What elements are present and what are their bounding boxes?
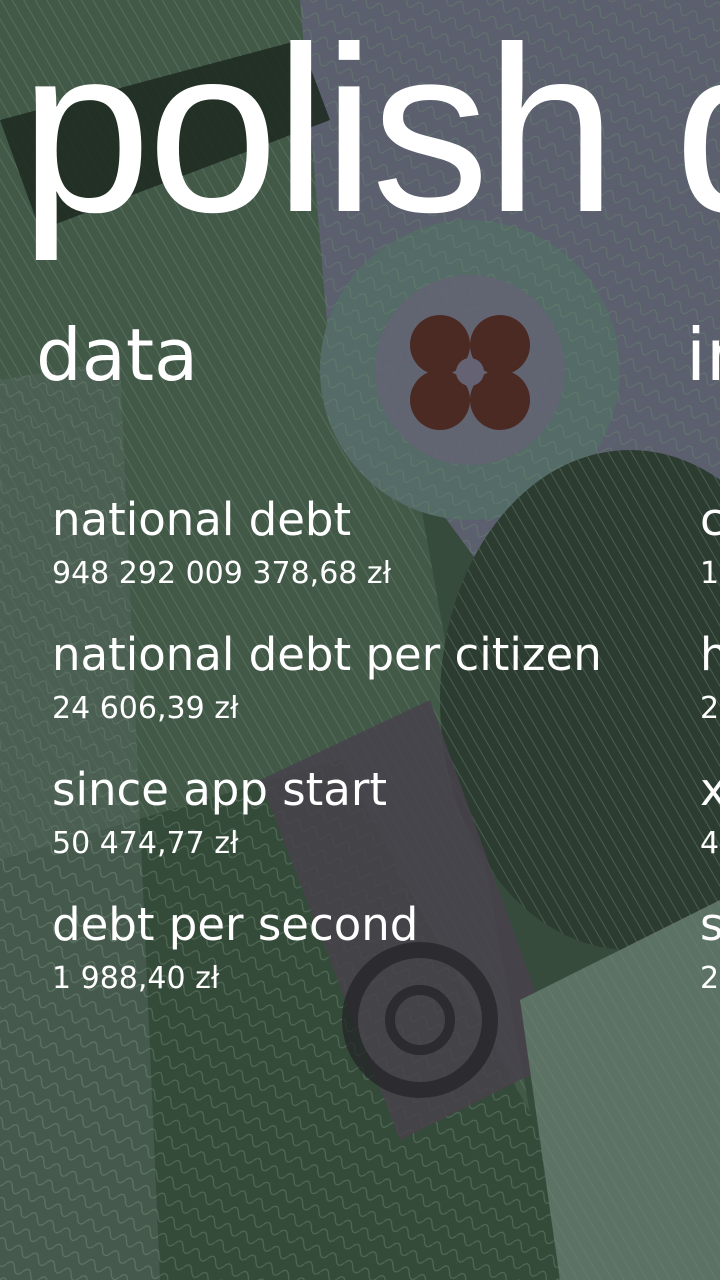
item-value: 1	[700, 556, 720, 591]
list-item-national-debt[interactable]: national debt 948 292 009 378,68 zł	[52, 490, 391, 594]
item-value: 50 474,77 zł	[52, 826, 239, 861]
section-header-data[interactable]: data	[36, 313, 199, 397]
item-value: 2	[700, 961, 720, 996]
item-title: x	[700, 763, 720, 816]
list-item-since-app-start[interactable]: since app start 50 474,77 zł	[52, 760, 387, 864]
list-item[interactable]: h 2	[700, 625, 720, 729]
item-title: c	[700, 493, 720, 546]
list-item[interactable]: c 1	[700, 490, 720, 594]
list-item-debt-per-second[interactable]: debt per second 1 988,40 zł	[52, 895, 418, 999]
item-value: 4	[700, 826, 720, 861]
item-title: national debt per citizen	[52, 628, 602, 681]
item-title: national debt	[52, 493, 352, 546]
panorama-title: polish d	[20, 0, 720, 262]
item-value: 948 292 009 378,68 zł	[52, 556, 392, 591]
item-value: 1 988,40 zł	[52, 961, 220, 996]
item-value: 2	[700, 691, 720, 726]
list-item[interactable]: s 2	[700, 895, 720, 999]
section-header-next[interactable]: in	[686, 313, 720, 397]
list-item[interactable]: x 4	[700, 760, 720, 864]
item-value: 24 606,39 zł	[52, 691, 239, 726]
item-title: since app start	[52, 763, 388, 816]
item-title: s	[700, 898, 720, 951]
item-title: h	[700, 628, 720, 681]
list-item-debt-per-citizen[interactable]: national debt per citizen 24 606,39 zł	[52, 625, 602, 729]
item-title: debt per second	[52, 898, 419, 951]
